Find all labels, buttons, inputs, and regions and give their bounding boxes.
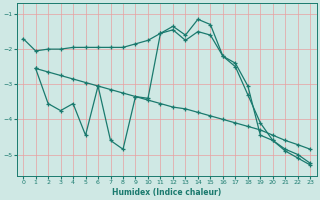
X-axis label: Humidex (Indice chaleur): Humidex (Indice chaleur)	[112, 188, 221, 197]
